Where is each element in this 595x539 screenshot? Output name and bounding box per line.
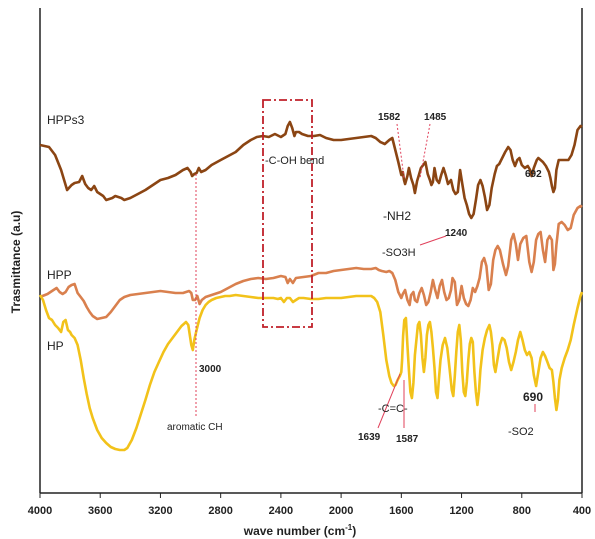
peak-label-3000: 3000 bbox=[199, 364, 222, 375]
peak-label-692: 692 bbox=[525, 169, 542, 180]
series-line-hpp bbox=[39, 204, 583, 321]
so2-label: -SO2 bbox=[508, 426, 534, 438]
series-label-hp: HP bbox=[47, 339, 64, 353]
x-tick-label: 400 bbox=[573, 505, 591, 517]
x-tick-label: 800 bbox=[513, 505, 531, 517]
x-tick-label: 2400 bbox=[269, 505, 293, 517]
x-tick-label: 3600 bbox=[88, 505, 112, 517]
annotation-line-1485 bbox=[419, 123, 431, 179]
c-oh-bend-highlight-box bbox=[262, 99, 313, 328]
series-group bbox=[38, 120, 584, 452]
aromatic-ch-label: aromatic CH bbox=[167, 422, 223, 433]
peak-label-690: 690 bbox=[523, 390, 543, 404]
x-tick-label: 4000 bbox=[28, 505, 52, 517]
peak-label-1240: 1240 bbox=[445, 228, 468, 239]
nh2-label: -NH2 bbox=[383, 209, 411, 223]
x-tick-label: 1600 bbox=[389, 505, 413, 517]
series-label-hpps3: HPPs3 bbox=[47, 113, 85, 127]
peak-label-1582: 1582 bbox=[378, 112, 401, 123]
annotation-line-1582 bbox=[396, 123, 405, 179]
x-axis-label: wave number (cm-1) bbox=[243, 523, 357, 538]
x-tick-label: 1200 bbox=[449, 505, 473, 517]
peak-label-1587: 1587 bbox=[396, 434, 419, 445]
x-tick-label: 2000 bbox=[329, 505, 353, 517]
series-line-hpps3 bbox=[39, 120, 583, 220]
peak-label-1639: 1639 bbox=[358, 432, 381, 443]
c-c-label: -C=C- bbox=[378, 403, 408, 415]
peak-label-1485: 1485 bbox=[424, 112, 447, 123]
x-ticks: 4000 3600 3200 2800 2400 2000 1600 1200 800 400 bbox=[28, 493, 591, 517]
c-oh-bend-label: -C-OH bend bbox=[265, 155, 324, 167]
so3h-label: -SO3H bbox=[382, 247, 416, 259]
x-tick-label: 3200 bbox=[148, 505, 172, 517]
series-line-hp bbox=[38, 291, 584, 452]
annotation-lines bbox=[195, 123, 536, 429]
annotation-line-1240 bbox=[419, 235, 447, 246]
x-tick-label: 2800 bbox=[208, 505, 232, 517]
series-label-hpp: HPP bbox=[47, 268, 72, 282]
y-axis-label: Trasmittance (a.u) bbox=[9, 211, 23, 314]
annotation-line-1639 bbox=[377, 373, 401, 429]
